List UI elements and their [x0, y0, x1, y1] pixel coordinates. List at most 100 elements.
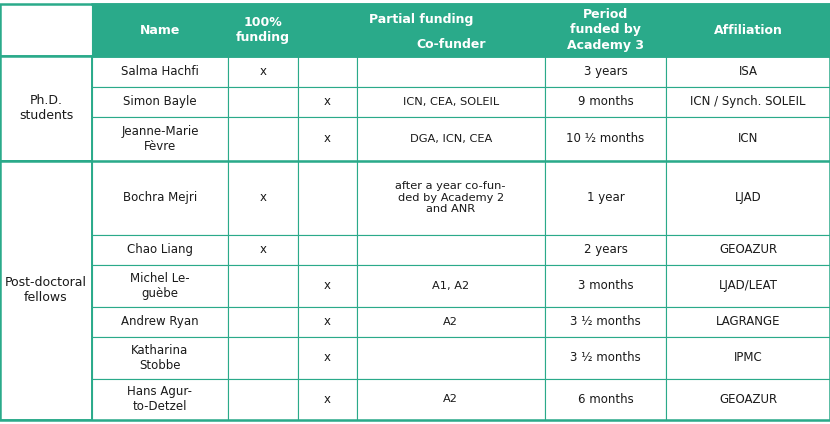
- Bar: [357, 86, 544, 117]
- Bar: [228, 235, 298, 265]
- Bar: [228, 161, 298, 235]
- Bar: [544, 56, 666, 86]
- Bar: [666, 117, 830, 161]
- Text: Michel Le-
guèbe: Michel Le- guèbe: [130, 272, 190, 300]
- Bar: [544, 4, 666, 56]
- Bar: [228, 86, 298, 117]
- Text: Ph.D.
students: Ph.D. students: [19, 94, 73, 122]
- Text: Simon Bayle: Simon Bayle: [123, 95, 197, 108]
- Bar: [92, 161, 228, 235]
- Bar: [298, 307, 357, 337]
- Text: Hans Agur-
to-Detzel: Hans Agur- to-Detzel: [128, 385, 193, 413]
- Text: Partial funding: Partial funding: [369, 12, 474, 25]
- Bar: [357, 265, 544, 307]
- Bar: [544, 307, 666, 337]
- Text: Chao Liang: Chao Liang: [127, 243, 193, 257]
- Bar: [92, 337, 228, 379]
- Text: Affiliation: Affiliation: [714, 23, 783, 36]
- Text: x: x: [324, 95, 331, 108]
- Text: Bochra Mejri: Bochra Mejri: [123, 191, 197, 204]
- Text: 6 months: 6 months: [578, 393, 633, 406]
- Text: 3 ½ months: 3 ½ months: [570, 315, 641, 329]
- Bar: [666, 4, 830, 56]
- Text: A2: A2: [443, 317, 458, 327]
- Text: 3 months: 3 months: [578, 279, 633, 293]
- Bar: [666, 265, 830, 307]
- Bar: [666, 235, 830, 265]
- Bar: [298, 379, 357, 420]
- Text: Post-doctoral
fellows: Post-doctoral fellows: [5, 276, 87, 304]
- Bar: [357, 117, 544, 161]
- Bar: [228, 56, 298, 86]
- Bar: [298, 4, 544, 56]
- Bar: [92, 86, 228, 117]
- Bar: [357, 337, 544, 379]
- Bar: [0, 56, 92, 161]
- Bar: [228, 4, 298, 56]
- Text: x: x: [324, 351, 331, 364]
- Bar: [357, 307, 544, 337]
- Text: A2: A2: [443, 394, 458, 404]
- Text: LJAD: LJAD: [735, 191, 761, 204]
- Text: x: x: [260, 191, 266, 204]
- Bar: [357, 56, 544, 86]
- Bar: [666, 161, 830, 235]
- Text: ICN, CEA, SOLEIL: ICN, CEA, SOLEIL: [403, 97, 499, 107]
- Bar: [228, 307, 298, 337]
- Bar: [228, 379, 298, 420]
- Bar: [544, 265, 666, 307]
- Text: Name: Name: [139, 23, 180, 36]
- Bar: [298, 161, 357, 235]
- Text: Andrew Ryan: Andrew Ryan: [121, 315, 199, 329]
- Bar: [544, 86, 666, 117]
- Text: DGA, ICN, CEA: DGA, ICN, CEA: [409, 134, 492, 144]
- Text: ICN / Synch. SOLEIL: ICN / Synch. SOLEIL: [691, 95, 806, 108]
- Text: GEOAZUR: GEOAZUR: [719, 393, 777, 406]
- Bar: [298, 56, 357, 86]
- Text: Jeanne-Marie
Fèvre: Jeanne-Marie Fèvre: [121, 125, 198, 153]
- Text: 2 years: 2 years: [583, 243, 627, 257]
- Bar: [92, 307, 228, 337]
- Text: 100%
funding: 100% funding: [237, 16, 290, 44]
- Text: ISA: ISA: [739, 65, 758, 78]
- Text: ICN: ICN: [738, 132, 759, 145]
- Bar: [92, 117, 228, 161]
- Bar: [666, 56, 830, 86]
- Bar: [0, 161, 92, 420]
- Bar: [298, 117, 357, 161]
- Bar: [544, 161, 666, 235]
- Text: x: x: [260, 243, 266, 257]
- Text: A1, A2: A1, A2: [432, 281, 469, 291]
- Text: after a year co-fun-
ded by Academy 2
and ANR: after a year co-fun- ded by Academy 2 an…: [395, 181, 506, 214]
- Bar: [92, 4, 228, 56]
- Bar: [92, 265, 228, 307]
- Text: x: x: [324, 279, 331, 293]
- Text: Period
funded by
Academy 3: Period funded by Academy 3: [567, 8, 644, 51]
- Bar: [228, 265, 298, 307]
- Text: x: x: [324, 315, 331, 329]
- Bar: [298, 235, 357, 265]
- Bar: [544, 117, 666, 161]
- Text: 1 year: 1 year: [587, 191, 624, 204]
- Bar: [357, 235, 544, 265]
- Bar: [298, 265, 357, 307]
- Text: LJAD/LEAT: LJAD/LEAT: [719, 279, 778, 293]
- Text: x: x: [260, 65, 266, 78]
- Bar: [666, 307, 830, 337]
- Bar: [666, 337, 830, 379]
- Text: x: x: [324, 393, 331, 406]
- Bar: [357, 379, 544, 420]
- Bar: [228, 117, 298, 161]
- Text: 3 ½ months: 3 ½ months: [570, 351, 641, 364]
- Bar: [544, 379, 666, 420]
- Bar: [228, 337, 298, 379]
- Bar: [92, 235, 228, 265]
- Text: Co-funder: Co-funder: [416, 39, 486, 51]
- Text: IPMC: IPMC: [734, 351, 763, 364]
- Bar: [544, 235, 666, 265]
- Text: Katharina
Stobbe: Katharina Stobbe: [131, 344, 188, 372]
- Text: 9 months: 9 months: [578, 95, 633, 108]
- Text: 3 years: 3 years: [583, 65, 627, 78]
- Text: GEOAZUR: GEOAZUR: [719, 243, 777, 257]
- Bar: [666, 379, 830, 420]
